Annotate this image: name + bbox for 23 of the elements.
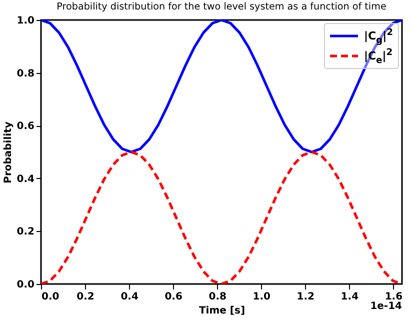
- x-tick-label: 1.0: [252, 292, 271, 302]
- x-axis-title: Time [s]: [198, 306, 246, 316]
- legend-label: |C$_{g}$|$^{2}$: [364, 26, 393, 46]
- text: 1e-14: [370, 301, 402, 312]
- legend-label: |C$_{e}$|$^{2}$: [364, 46, 393, 66]
- line-series: [41, 20, 402, 154]
- y-tick-label: 0.6: [16, 121, 35, 132]
- y-tick-label: 1.0: [16, 16, 35, 26]
- x-tick-label: 0.0: [42, 292, 60, 302]
- line-series: [41, 150, 402, 284]
- x-tick-label: 1.2: [296, 292, 315, 302]
- x-tick-label: 1.4: [340, 292, 359, 302]
- chart-title: Probability distribution for the two level system as a function of time: [56, 1, 386, 12]
- x-tick-label: 0.2: [76, 292, 94, 302]
- y-tick-label: 0.8: [16, 68, 35, 80]
- y-tick-label: 0.2: [16, 226, 35, 238]
- x-tick-label: 1.6: [384, 292, 403, 302]
- y-tick-label: 0.4: [16, 174, 35, 185]
- y-axis-title: Probability: [2, 121, 14, 184]
- y-tick-label: 0.0: [16, 280, 35, 290]
- x-tick-label: 0.4: [120, 292, 138, 302]
- x-tick-label: 0.8: [208, 292, 226, 302]
- x-tick-label: 0.6: [164, 292, 182, 302]
